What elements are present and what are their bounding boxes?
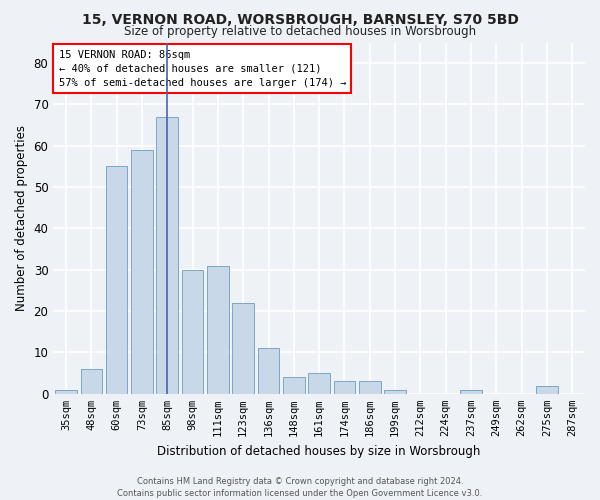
Bar — [106, 166, 127, 394]
Bar — [460, 390, 482, 394]
X-axis label: Distribution of detached houses by size in Worsbrough: Distribution of detached houses by size … — [157, 444, 481, 458]
Bar — [308, 373, 330, 394]
Bar — [385, 390, 406, 394]
Bar — [258, 348, 279, 394]
Bar — [131, 150, 152, 394]
Bar — [182, 270, 203, 394]
Text: 15 VERNON ROAD: 86sqm
← 40% of detached houses are smaller (121)
57% of semi-det: 15 VERNON ROAD: 86sqm ← 40% of detached … — [59, 50, 346, 88]
Bar — [334, 382, 355, 394]
Bar — [157, 117, 178, 394]
Text: 15, VERNON ROAD, WORSBROUGH, BARNSLEY, S70 5BD: 15, VERNON ROAD, WORSBROUGH, BARNSLEY, S… — [82, 12, 518, 26]
Bar — [283, 378, 305, 394]
Bar — [80, 369, 102, 394]
Text: Size of property relative to detached houses in Worsbrough: Size of property relative to detached ho… — [124, 25, 476, 38]
Text: Contains HM Land Registry data © Crown copyright and database right 2024.
Contai: Contains HM Land Registry data © Crown c… — [118, 476, 482, 498]
Bar — [207, 266, 229, 394]
Bar — [232, 303, 254, 394]
Bar — [359, 382, 380, 394]
Bar — [536, 386, 558, 394]
Bar — [55, 390, 77, 394]
Y-axis label: Number of detached properties: Number of detached properties — [15, 125, 28, 311]
